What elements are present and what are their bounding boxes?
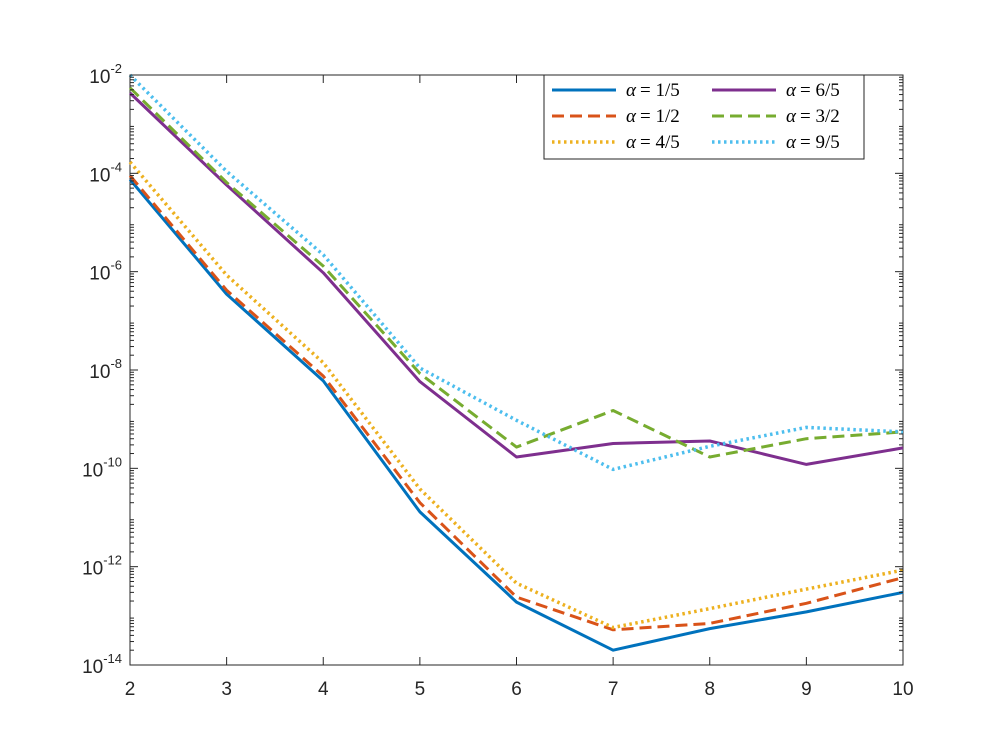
x-tick-label: 10 — [892, 679, 913, 700]
x-axis: 2 3 4 5 6 7 8 9 10 — [125, 75, 914, 700]
legend-label-4: α = 6/5 — [786, 80, 840, 101]
y-tick-label: 10-6 — [89, 258, 122, 285]
series-line-4 — [128, 91, 904, 466]
y-tick-label: 10-4 — [89, 159, 122, 186]
x-tick-label: 8 — [704, 679, 715, 700]
axes-box — [129, 74, 904, 666]
y-axis: 10-14 10-12 10-10 10-8 10-6 10-4 10-2 — [82, 61, 903, 678]
legend: α = 1/5 α = 1/2 α = 4/5 α = 6/5 α = 3/2 α = 9/5 — [543, 74, 865, 160]
series-line-1 — [128, 178, 904, 652]
series-line-2 — [128, 174, 904, 632]
series-layer — [128, 73, 904, 652]
x-tick-label: 4 — [318, 679, 329, 700]
legend-label-5: α = 3/2 — [786, 106, 840, 127]
y-tick-label: 10-12 — [82, 553, 122, 580]
legend-label-3: α = 4/5 — [626, 132, 680, 153]
x-tick-label: 7 — [608, 679, 619, 700]
x-tick-label: 9 — [801, 679, 812, 700]
x-tick-label: 5 — [415, 679, 426, 700]
x-tick-label: 3 — [221, 679, 232, 700]
legend-label-1: α = 1/5 — [626, 80, 680, 101]
x-tick-label: 2 — [125, 679, 136, 700]
series-line-6 — [128, 73, 904, 472]
x-tick-label: 6 — [511, 679, 522, 700]
y-tick-label: 10-8 — [89, 356, 122, 383]
plot-area: 2 3 4 5 6 7 8 9 10 10-1410-1210-1010-810-610-410… — [82, 61, 914, 700]
legend-label-2: α = 1/2 — [626, 106, 680, 127]
series-line-5 — [128, 86, 904, 459]
y-tick-label: 10-14 — [82, 651, 122, 678]
y-tick-label: 10-2 — [89, 61, 122, 88]
legend-label-6: α = 9/5 — [786, 132, 840, 153]
y-tick-label: 10-10 — [82, 454, 122, 481]
series-line-3 — [128, 160, 904, 630]
